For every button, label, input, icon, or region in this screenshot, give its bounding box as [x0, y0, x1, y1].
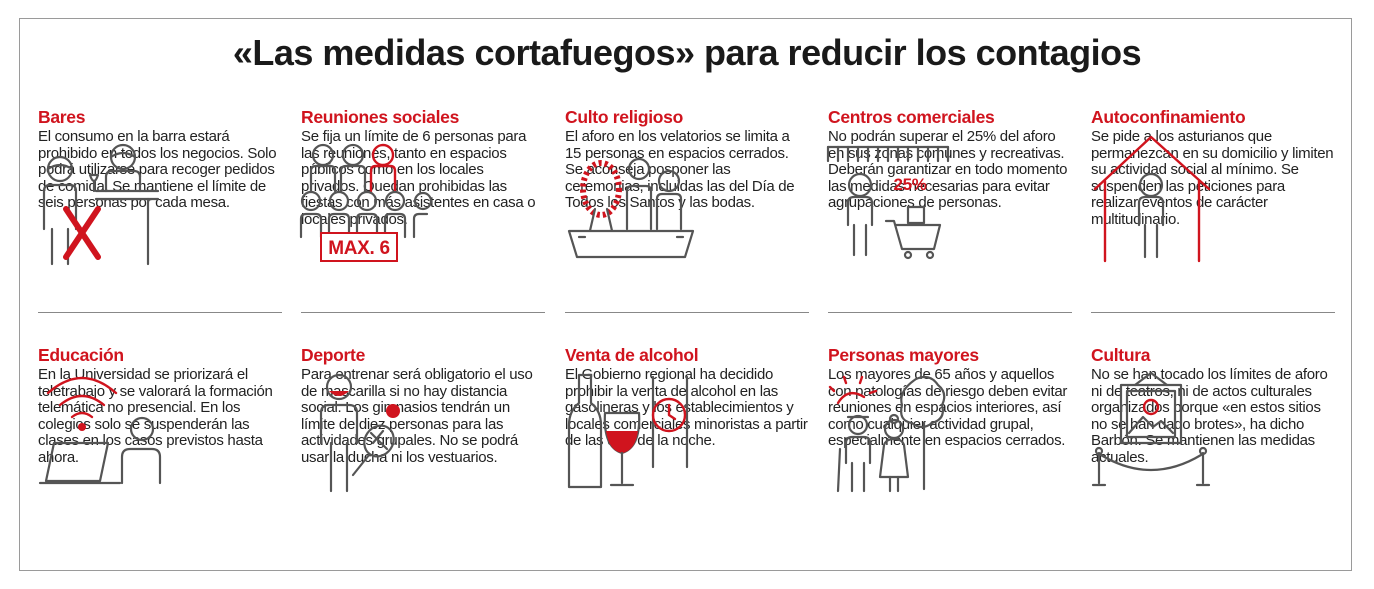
- section-heading: Autoconfinamiento: [1091, 107, 1246, 127]
- section-reuniones: Reuniones sociales MAX. 6 Se fija un lím…: [299, 107, 545, 313]
- section-text: Se pide a los asturianos que permanezcan…: [1091, 128, 1335, 263]
- page-title: «Las medidas cortafuegos» para reducir l…: [232, 32, 1142, 73]
- divider: [565, 312, 809, 313]
- section-heading: Centros comerciales: [828, 107, 995, 127]
- section-educacion: Educación En la Universidad se priorizar…: [38, 345, 282, 551]
- section-culto: Culto religioso El aforo en los velatori…: [565, 107, 809, 313]
- remote-learning-icon: [38, 376, 162, 485]
- capacity-badge: 25%: [893, 175, 926, 194]
- divider: [38, 312, 282, 313]
- section-bares: Bares El consumo en la barra estará proh…: [38, 107, 282, 313]
- group-limit-icon: MAX. 6: [299, 143, 433, 262]
- section-text: El aforo en los velatorios se limita a 1…: [565, 128, 809, 259]
- section-cultura: Cultura No se han tocado los límites de …: [1091, 345, 1335, 551]
- max-badge: MAX. 6: [328, 238, 390, 259]
- wine-clock-icon: [567, 373, 689, 489]
- tennis-player-icon: [319, 373, 400, 493]
- section-heading: Deporte: [301, 345, 366, 365]
- section-autoconfinamiento: Autoconfinamiento Se pide a los asturian…: [1091, 107, 1335, 313]
- section-heading: Personas mayores: [828, 345, 979, 365]
- section-text: El consumo en la barra estará prohibido …: [38, 128, 282, 266]
- house-person-icon: [1093, 135, 1211, 263]
- section-text: No se han tocado los límites de aforo ni…: [1091, 366, 1335, 487]
- museum-frame-icon: [1091, 371, 1211, 487]
- elderly-couple-icon: [828, 375, 946, 493]
- section-centros: Centros comerciales 25% No podrán supera…: [826, 107, 1072, 313]
- section-deporte: Deporte Para entrenar será obligatorio e…: [301, 345, 545, 551]
- section-text: MAX. 6 Se fija un límite de 6 personas p…: [299, 128, 545, 262]
- section-heading: Bares: [38, 107, 86, 127]
- section-mayores: Personas mayores Los mayores de 65 años …: [828, 345, 1072, 551]
- section-text: El Gobierno regional ha decidido prohibi…: [565, 366, 809, 489]
- section-heading: Venta de alcohol: [565, 345, 699, 365]
- section-text: En la Universidad se priorizará el telet…: [38, 366, 282, 485]
- section-alcohol: Venta de alcohol El Gobierno regional ha…: [565, 345, 809, 551]
- section-heading: Cultura: [1091, 345, 1151, 365]
- funeral-icon: [567, 157, 695, 259]
- section-heading: Culto religioso: [565, 107, 684, 127]
- section-text: 25% No podrán superar el 25% del aforo e…: [826, 128, 1072, 260]
- section-text: Los mayores de 65 años y aquellos con pa…: [828, 366, 1072, 493]
- bar-counter-icon: [42, 143, 160, 266]
- section-text: Para entrenar será obligatorio el uso de…: [301, 366, 545, 493]
- divider: [301, 312, 545, 313]
- divider: [1091, 312, 1335, 313]
- section-heading: Reuniones sociales: [301, 107, 459, 127]
- divider: [828, 312, 1072, 313]
- shopping-cart-icon: 25%: [826, 145, 950, 260]
- infographic-frame: [19, 18, 1352, 571]
- section-heading: Educación: [38, 345, 124, 365]
